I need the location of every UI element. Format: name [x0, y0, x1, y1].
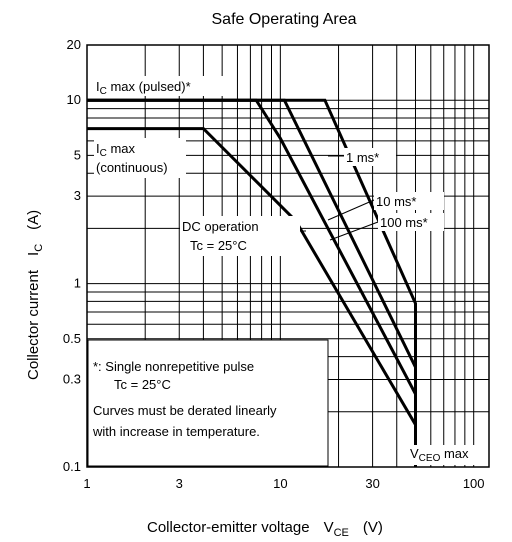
10ms-label: 10 ms*: [376, 194, 416, 209]
note-line-1: *: Single nonrepetitive pulse: [93, 359, 254, 374]
x-tick-label: 10: [273, 476, 287, 491]
note-line-4: with increase in temperature.: [92, 424, 260, 439]
vceo-max-label: VCEO max: [410, 446, 469, 464]
y-tick-label: 0.3: [63, 371, 81, 386]
x-tick-label: 3: [176, 476, 183, 491]
y-axis-title: Collector currentIC(A): [25, 210, 45, 380]
y-tick-label: 3: [74, 188, 81, 203]
ic-max-continuous-label: IC max: [96, 141, 136, 159]
y-tick-label: 0.5: [63, 331, 81, 346]
soa-curve-3: [87, 98, 417, 467]
note-box: [87, 339, 329, 467]
y-tick-label: 5: [74, 147, 81, 162]
y-tick-label: 1: [74, 276, 81, 291]
x-axis-title: Collector-emitter voltage VCE (V): [147, 519, 383, 539]
y-tick-labels: 0.1 0.3 0.5 1 3 5 10 20: [63, 37, 81, 474]
x-tick-label: 100: [463, 476, 485, 491]
y-tick-label: 20: [67, 37, 81, 52]
dc-operation-tc-label: Tc = 25°C: [190, 238, 247, 253]
note-line-3: Curves must be derated linearly: [93, 403, 277, 418]
dc-operation-label: DC operation: [182, 219, 259, 234]
plot-frame: [86, 44, 490, 468]
label-pointers: [296, 155, 379, 241]
pointer-10ms: [327, 199, 375, 221]
y-tick-label: 10: [67, 92, 81, 107]
x-tick-labels: 1 3 10 30 100: [83, 476, 484, 491]
x-tick-label: 30: [365, 476, 379, 491]
y-tick-label: 0.1: [63, 459, 81, 474]
1ms-label: 1 ms*: [346, 150, 379, 165]
note-line-2: Tc = 25°C: [114, 377, 171, 392]
ic-max-continuous-label-line2: (continuous): [96, 160, 168, 175]
pointer-100ms: [329, 221, 379, 241]
x-tick-label: 1: [83, 476, 90, 491]
chart-title: Safe Operating Area: [212, 11, 357, 28]
ic-max-pulsed-label: IC max (pulsed)*: [96, 79, 191, 97]
100ms-label: 100 ms*: [380, 215, 428, 230]
